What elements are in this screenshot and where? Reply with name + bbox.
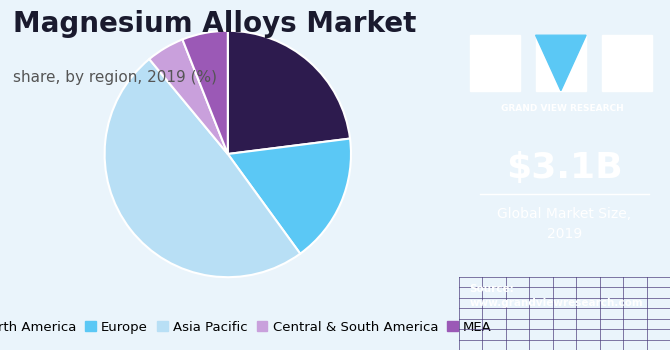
Wedge shape [182, 31, 228, 154]
Text: Global Market Size,
2019: Global Market Size, 2019 [497, 207, 632, 241]
Text: Source:
www.grandviewresearch.com: Source: www.grandviewresearch.com [470, 284, 643, 308]
FancyBboxPatch shape [470, 35, 520, 91]
Wedge shape [228, 31, 350, 154]
Text: $3.1B: $3.1B [506, 151, 623, 185]
Wedge shape [149, 40, 228, 154]
FancyBboxPatch shape [602, 35, 652, 91]
Polygon shape [535, 35, 586, 91]
Wedge shape [228, 139, 351, 254]
Text: share, by region, 2019 (%): share, by region, 2019 (%) [13, 70, 217, 85]
Legend: North America, Europe, Asia Pacific, Central & South America, MEA: North America, Europe, Asia Pacific, Cen… [0, 321, 492, 334]
Text: Magnesium Alloys Market: Magnesium Alloys Market [13, 10, 417, 38]
FancyBboxPatch shape [535, 35, 586, 91]
Wedge shape [105, 59, 300, 277]
Text: GRAND VIEW RESEARCH: GRAND VIEW RESEARCH [501, 104, 624, 113]
